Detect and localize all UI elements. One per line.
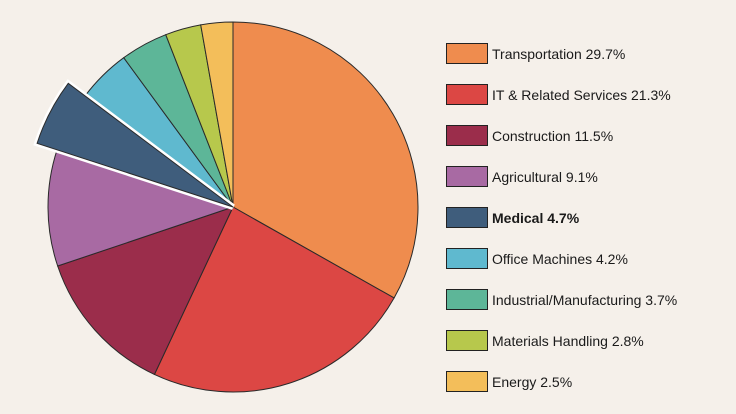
legend-item: IT & Related Services 21.3%	[446, 74, 677, 115]
legend-swatch	[446, 84, 488, 105]
pie-slice-medical	[36, 82, 234, 208]
legend-item: Office Machines 4.2%	[446, 238, 677, 279]
legend-label: Transportation 29.7%	[492, 45, 626, 62]
legend-swatch	[446, 330, 488, 351]
legend-label: IT & Related Services 21.3%	[492, 86, 671, 103]
legend-swatch	[446, 125, 488, 146]
pie-slice-transportation	[232, 21, 419, 299]
legend-item: Energy 2.5%	[446, 361, 677, 402]
legend-item: Agricultural 9.1%	[446, 156, 677, 197]
legend-item: Medical 4.7%	[446, 197, 677, 238]
legend-swatch	[446, 43, 488, 64]
pie-slice-agricultural	[47, 149, 235, 267]
pie-slice-energy	[200, 21, 234, 208]
legend-item: Industrial/Manufacturing 3.7%	[446, 279, 677, 320]
legend-swatch	[446, 289, 488, 310]
legend-label: Construction 11.5%	[492, 127, 614, 144]
legend-label: Office Machines 4.2%	[492, 250, 628, 267]
legend-swatch	[446, 248, 488, 269]
pie-slice-it-related-services	[153, 206, 395, 393]
pie-slice-construction	[57, 206, 234, 376]
legend-label: Industrial/Manufacturing 3.7%	[492, 291, 678, 308]
legend-swatch	[446, 371, 488, 392]
legend-label: Agricultural 9.1%	[492, 168, 598, 185]
legend-label: Materials Handling 2.8%	[492, 332, 644, 349]
legend-item: Transportation 29.7%	[446, 33, 677, 74]
legend-swatch	[446, 166, 488, 187]
legend-label: Energy 2.5%	[492, 373, 573, 390]
legend-label: Medical 4.7%	[492, 209, 580, 226]
legend-item: Construction 11.5%	[446, 115, 677, 156]
legend-item: Materials Handling 2.8%	[446, 320, 677, 361]
legend-swatch	[446, 207, 488, 228]
legend: Transportation 29.7% IT & Related Service…	[446, 33, 677, 402]
